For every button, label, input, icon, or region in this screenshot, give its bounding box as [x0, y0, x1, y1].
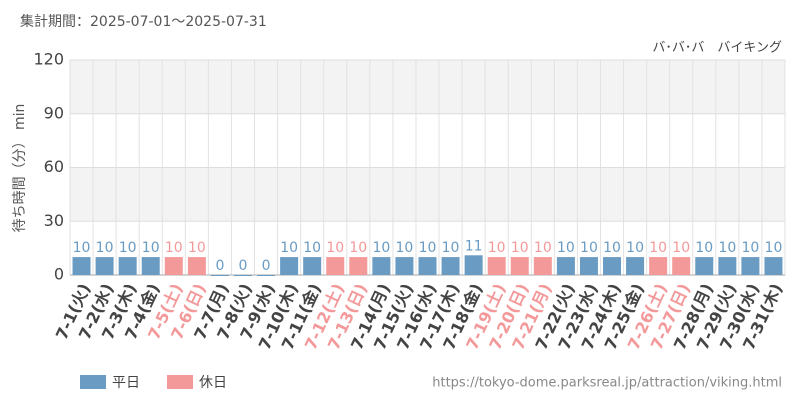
bar [603, 257, 622, 275]
y-axis-label: 待ち時間（分） min [12, 104, 28, 233]
bar [718, 257, 737, 275]
data-label: 10 [718, 240, 736, 256]
bar [672, 257, 691, 275]
bar [487, 257, 506, 275]
grid-band [70, 60, 785, 114]
bar [395, 257, 414, 275]
grid-band [70, 167, 785, 222]
data-label: 10 [741, 240, 759, 256]
data-label: 10 [419, 240, 437, 256]
bar [118, 257, 137, 275]
data-label: 10 [349, 240, 367, 256]
data-label: 10 [165, 240, 183, 256]
bar [533, 257, 552, 275]
chart-title: 集計期間：2025-07-01～2025-07-31 [20, 13, 267, 30]
bar [210, 275, 229, 276]
bar [510, 257, 529, 275]
legend-swatch [80, 375, 106, 389]
bar [741, 257, 760, 275]
bar [164, 257, 183, 275]
data-label: 10 [442, 240, 460, 256]
data-label: 10 [626, 240, 644, 256]
bar [556, 257, 575, 275]
bar [579, 257, 598, 275]
bar [441, 257, 460, 275]
data-label: 10 [534, 240, 552, 256]
data-label: 10 [649, 240, 667, 256]
bar [464, 255, 483, 275]
data-label: 10 [73, 240, 91, 256]
bar [349, 257, 368, 275]
data-label: 10 [119, 240, 137, 256]
data-label: 10 [303, 240, 321, 256]
data-label: 10 [672, 240, 690, 256]
legend-label: 休日 [199, 375, 227, 391]
bar [649, 257, 668, 275]
data-label: 10 [188, 240, 206, 256]
data-label: 0 [215, 258, 224, 274]
bar [418, 257, 437, 275]
bar [72, 257, 91, 275]
y-tick-label: 30 [44, 211, 64, 230]
bar [257, 275, 276, 276]
bar [326, 257, 345, 275]
data-label: 10 [603, 240, 621, 256]
data-label: 10 [142, 240, 160, 256]
y-tick-label: 0 [54, 265, 64, 284]
data-label: 10 [96, 240, 114, 256]
data-label: 11 [465, 238, 483, 254]
data-label: 0 [239, 258, 248, 274]
data-label: 10 [695, 240, 713, 256]
data-label: 10 [765, 240, 783, 256]
bar [372, 257, 391, 275]
data-label: 10 [372, 240, 390, 256]
data-label: 10 [557, 240, 575, 256]
legend-swatch [167, 375, 193, 389]
bar [95, 257, 114, 275]
legend-label: 平日 [112, 375, 140, 391]
data-label: 10 [326, 240, 344, 256]
data-label: 10 [280, 240, 298, 256]
y-tick-label: 90 [44, 103, 64, 122]
source-url: https://tokyo-dome.parksreal.jp/attracti… [432, 376, 782, 391]
data-label: 10 [511, 240, 529, 256]
chart-subtitle: バ･バ･バ バイキング [652, 41, 782, 56]
bar [233, 275, 252, 276]
data-label: 0 [262, 258, 271, 274]
y-tick-label: 120 [33, 50, 64, 69]
y-tick-label: 60 [44, 157, 64, 176]
bar [626, 257, 645, 275]
bar [141, 257, 160, 275]
bar [187, 257, 206, 275]
data-label: 10 [488, 240, 506, 256]
bar [764, 257, 783, 275]
data-label: 10 [396, 240, 414, 256]
bar [280, 257, 299, 275]
data-label: 10 [580, 240, 598, 256]
bar [303, 257, 322, 275]
bar [695, 257, 714, 275]
